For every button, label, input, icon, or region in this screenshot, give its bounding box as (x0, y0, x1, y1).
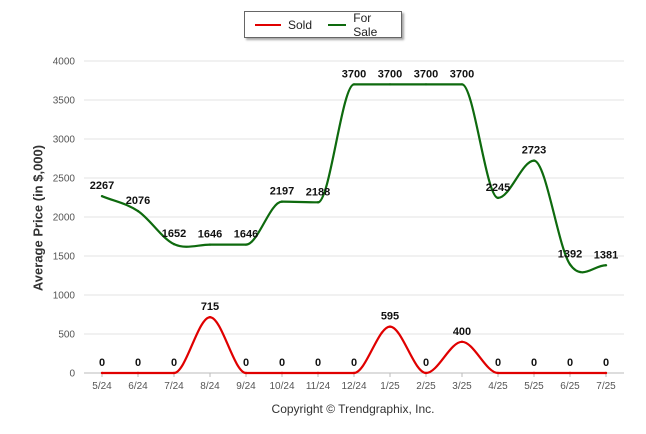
data-label-sold: 0 (351, 357, 357, 369)
legend-label-for-sale: For Sale (353, 10, 378, 39)
legend-item-sold[interactable]: Sold (255, 18, 312, 32)
data-label-for-sale: 3700 (450, 68, 474, 80)
data-label-sold: 595 (381, 311, 399, 323)
data-point-for-sale (424, 83, 428, 86)
data-point-sold (424, 371, 428, 375)
data-label-sold: 400 (453, 326, 471, 338)
data-label-sold: 0 (171, 357, 177, 369)
data-point-for-sale (604, 264, 608, 267)
data-point-sold (568, 371, 572, 375)
data-point-sold (244, 371, 248, 375)
data-point-for-sale (208, 243, 212, 246)
data-point-sold (352, 371, 356, 375)
data-label-for-sale: 2076 (126, 195, 150, 207)
data-label-sold: 0 (531, 357, 537, 369)
y-tick-label: 4000 (53, 57, 76, 68)
data-label-sold: 0 (567, 357, 573, 369)
y-tick-label: 0 (69, 369, 75, 380)
data-label-for-sale: 2197 (270, 186, 294, 198)
y-tick-label: 3500 (53, 96, 76, 107)
data-label-for-sale: 1392 (558, 248, 582, 260)
y-tick-label: 3000 (53, 135, 76, 146)
data-label-for-sale: 2245 (486, 182, 510, 194)
x-tick-label: 7/24 (164, 381, 184, 392)
x-tick-label: 8/24 (200, 381, 220, 392)
series-lines (100, 83, 608, 375)
x-tick-label: 2/25 (416, 381, 436, 392)
data-point-for-sale (136, 209, 140, 213)
x-tick-label: 5/24 (92, 381, 112, 392)
data-label-for-sale: 3700 (378, 68, 402, 80)
y-tick-label: 2500 (53, 174, 76, 185)
data-label-for-sale: 2188 (306, 186, 330, 198)
data-point-sold (316, 371, 320, 375)
data-label-for-sale: 1646 (198, 229, 222, 241)
legend-swatch-sold (255, 23, 281, 26)
copyright-text: Copyright © Trendgraphix, Inc. (271, 402, 435, 416)
data-label-for-sale: 1381 (594, 249, 618, 261)
data-label-sold: 0 (495, 357, 501, 369)
x-tick-label: 6/25 (560, 381, 580, 392)
data-point-for-sale (532, 159, 536, 162)
x-tick-label: 4/25 (488, 381, 508, 392)
data-point-sold (604, 371, 608, 375)
data-label-for-sale: 1652 (162, 228, 186, 240)
data-point-sold (496, 371, 500, 375)
data-label-sold: 0 (135, 357, 141, 369)
y-tick-label: 500 (58, 330, 75, 341)
data-point-for-sale (496, 196, 500, 200)
data-point-for-sale (172, 242, 176, 246)
data-label-sold: 715 (201, 301, 219, 313)
data-label-for-sale: 1646 (234, 229, 258, 241)
data-point-sold (532, 371, 536, 375)
y-tick-label: 1500 (53, 252, 76, 263)
data-label-sold: 0 (423, 357, 429, 369)
x-tick-label: 5/25 (524, 381, 544, 392)
x-tick-label: 10/24 (269, 381, 294, 392)
data-labels: 0 0 0 715 0 0 0 0 595 0 400 0 0 0 0 2267 2076 1652 1646 164… (90, 68, 618, 369)
y-axis-title: Average Price (in $,000) (30, 144, 46, 292)
x-tick-label: 1/25 (380, 381, 400, 392)
legend-swatch-for-sale (328, 23, 347, 26)
data-point-sold (208, 316, 212, 319)
data-point-for-sale (280, 200, 284, 203)
data-point-for-sale (316, 201, 320, 204)
data-point-sold (136, 371, 140, 375)
data-point-for-sale (100, 194, 104, 198)
x-tick-label: 12/24 (341, 381, 366, 392)
data-label-for-sale: 3700 (414, 68, 438, 80)
data-label-sold: 0 (315, 357, 321, 369)
x-tick-label: 3/25 (452, 381, 472, 392)
data-point-for-sale (568, 263, 572, 266)
x-tick-label: 11/24 (306, 381, 331, 392)
data-point-sold (100, 371, 104, 375)
data-label-for-sale: 3700 (342, 68, 366, 80)
data-label-sold: 0 (279, 357, 285, 369)
data-point-for-sale (460, 83, 464, 86)
data-point-for-sale (352, 83, 356, 86)
y-tick-label: 1000 (53, 291, 76, 302)
legend-item-for-sale[interactable]: For Sale (328, 11, 385, 39)
data-point-sold (388, 325, 392, 328)
legend-label-sold: Sold (288, 17, 313, 32)
data-point-for-sale (388, 83, 392, 86)
legend: Sold For Sale (244, 11, 402, 39)
data-point-sold (460, 340, 464, 343)
data-label-sold: 0 (243, 357, 249, 369)
data-point-sold (172, 371, 176, 375)
y-tick-label: 2000 (53, 213, 76, 224)
data-label-for-sale: 2723 (522, 145, 546, 157)
data-label-for-sale: 2267 (90, 180, 114, 192)
grid-lines (84, 60, 624, 374)
x-tick-label: 7/25 (596, 381, 616, 392)
data-point-for-sale (244, 243, 248, 246)
x-tick-label: 6/24 (128, 381, 148, 392)
data-label-sold: 0 (99, 357, 105, 369)
x-tick-label: 9/24 (236, 381, 256, 392)
data-point-sold (280, 371, 284, 375)
data-label-sold: 0 (603, 357, 609, 369)
